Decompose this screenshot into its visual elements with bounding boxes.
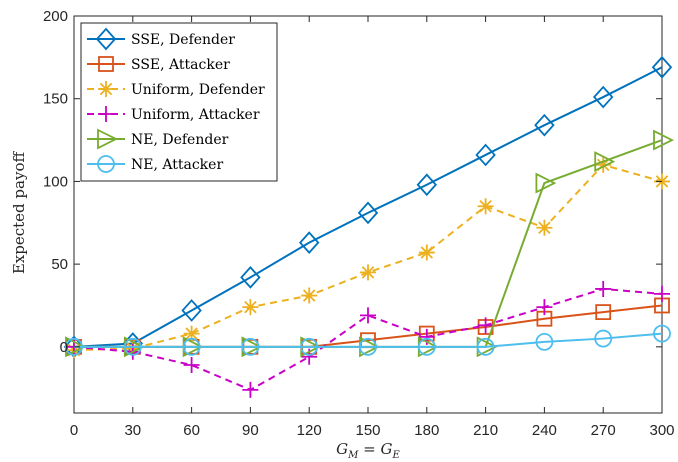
data-point (360, 307, 376, 324)
data-point (535, 332, 554, 351)
data-point (594, 329, 613, 348)
data-point (183, 357, 200, 374)
x-tick-label: 120 (297, 422, 322, 439)
series-line (74, 332, 663, 348)
y-axis: 0 50 100 150 200 (43, 8, 662, 356)
legend-swatch-marker (95, 27, 117, 51)
x-tick-label: 300 (649, 422, 674, 439)
data-point (301, 287, 318, 304)
data-point (300, 337, 319, 356)
series-line (73, 287, 663, 391)
data-point (475, 143, 496, 167)
data-point (477, 317, 494, 334)
data-point (357, 201, 379, 225)
x-tick-label: 0 (70, 422, 78, 439)
y-axis-label: Expected payoff (10, 151, 28, 275)
data-point (477, 198, 494, 215)
data-point (418, 244, 435, 261)
legend-swatch-marker (98, 81, 114, 97)
x-tick-label: 60 (183, 422, 200, 439)
data-point (653, 324, 671, 343)
data-point (594, 151, 616, 173)
data-point (242, 381, 259, 398)
legend: SSE, Defender SSE, Attacker Uniform, Defen… (80, 22, 278, 182)
data-point (240, 266, 261, 289)
legend-swatch-marker (97, 128, 119, 150)
x-tick-label: 210 (473, 422, 498, 439)
x-axis-label: GM = GE (336, 440, 400, 461)
series-ne-attacker (65, 324, 671, 356)
legend-box (80, 22, 278, 182)
data-point (536, 219, 553, 236)
y-tick-label: 150 (43, 91, 68, 108)
data-point (359, 337, 377, 356)
data-point (476, 337, 495, 356)
data-point (298, 231, 320, 254)
data-point (595, 280, 612, 297)
x-tick-label: 150 (355, 422, 380, 439)
series-line (73, 66, 663, 348)
data-point (65, 337, 83, 356)
x-tick-label: 270 (591, 422, 616, 439)
legend-swatch-marker (98, 56, 114, 72)
data-point (595, 156, 612, 173)
data-point (592, 85, 614, 109)
series-line (73, 163, 663, 352)
x-axis: 0 30 60 90 120 150 180 210 240 270 300 (70, 16, 675, 439)
data-point (123, 337, 142, 356)
legend-label: NE, Defender (131, 132, 229, 148)
x-tick-label: 90 (242, 422, 259, 439)
data-point (181, 299, 202, 322)
legend-label: SSE, Defender (131, 32, 235, 48)
y-tick-label: 100 (43, 173, 68, 190)
data-point (360, 264, 376, 281)
data-point (242, 299, 259, 316)
legend-label: Uniform, Defender (131, 82, 265, 98)
legend-label: SSE, Attacker (131, 57, 230, 73)
y-tick-label: 200 (43, 8, 68, 25)
x-tick-label: 180 (414, 422, 439, 439)
legend-label: NE, Attacker (131, 157, 223, 173)
legend-label: Uniform, Attacker (131, 107, 260, 123)
x-tick-label: 30 (124, 422, 141, 439)
data-point (654, 285, 670, 302)
x-tick-label: 240 (532, 422, 557, 439)
legend-swatch-marker (97, 155, 115, 173)
data-point (182, 337, 201, 356)
y-tick-label: 0 (60, 339, 68, 356)
data-point (241, 337, 260, 356)
legend-swatch-marker (98, 106, 114, 122)
y-tick-label: 50 (51, 256, 68, 273)
data-point (534, 113, 555, 137)
data-point (417, 337, 436, 356)
data-point (416, 173, 438, 197)
data-point (595, 304, 612, 320)
data-point (651, 55, 673, 79)
data-point (536, 299, 553, 316)
data-point (653, 129, 675, 151)
data-point (535, 172, 557, 194)
data-point (183, 325, 200, 342)
